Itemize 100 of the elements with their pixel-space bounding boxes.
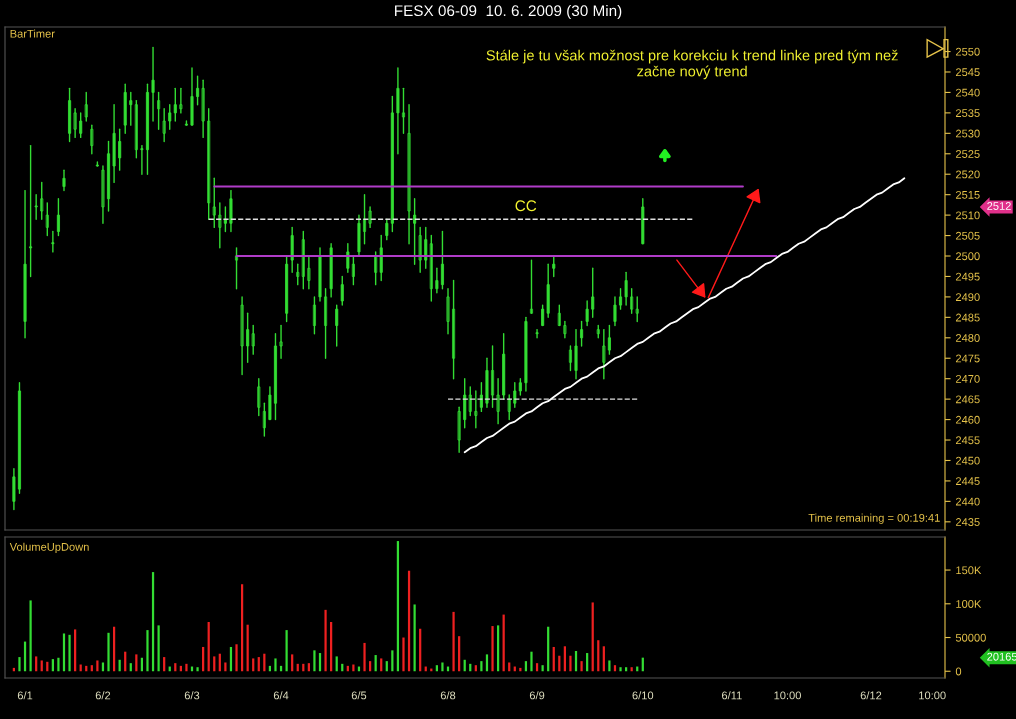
y-tick-label: 2515 bbox=[955, 190, 980, 199]
x-tick-label: 6/5 bbox=[351, 691, 367, 700]
bar bbox=[240, 584, 244, 672]
candlestick bbox=[296, 263, 300, 286]
y-tick-label: 50000 bbox=[955, 633, 986, 642]
bar bbox=[235, 644, 238, 672]
bar bbox=[274, 658, 277, 672]
y-tick-label: 2445 bbox=[955, 477, 980, 486]
bar bbox=[35, 656, 38, 672]
candlestick bbox=[212, 177, 216, 229]
y-tick-label: 2455 bbox=[955, 436, 980, 445]
candlestick bbox=[84, 91, 88, 122]
bar bbox=[458, 636, 461, 672]
bar bbox=[96, 660, 99, 672]
bar bbox=[213, 656, 216, 672]
x-tick-label: 6/1 bbox=[17, 691, 33, 700]
x-tick-label: 6/12 bbox=[860, 691, 882, 700]
candlestick bbox=[184, 120, 188, 126]
candlestick bbox=[379, 234, 383, 282]
x-tick-label: 6/8 bbox=[440, 691, 456, 700]
x-tick-label: 10:00 bbox=[919, 691, 946, 700]
candlestick bbox=[424, 226, 428, 269]
bar bbox=[101, 662, 105, 672]
y-tick-label: 2540 bbox=[955, 88, 980, 97]
bar bbox=[62, 633, 66, 672]
y-tick-label: 2480 bbox=[955, 334, 980, 342]
y-tick-label: 2460 bbox=[955, 415, 980, 424]
annotation: Stále je tu však možnost pre korekciu k trend linke pred tým než začne nový trend bbox=[486, 49, 898, 80]
y-tick-label: 2435 bbox=[955, 518, 980, 526]
y-tick-label: 2505 bbox=[955, 231, 980, 240]
y-tick-label: 2535 bbox=[955, 109, 980, 118]
x-tick-label: 6/10 bbox=[632, 691, 654, 700]
bar bbox=[508, 662, 511, 672]
bar bbox=[57, 657, 60, 672]
bar bbox=[569, 655, 572, 672]
bar bbox=[619, 667, 622, 672]
x-tick-label: 6/4 bbox=[273, 691, 289, 700]
bar bbox=[252, 658, 255, 672]
bar bbox=[157, 625, 160, 672]
y-tick-label: 2510 bbox=[955, 211, 980, 220]
bar bbox=[380, 658, 383, 672]
bar bbox=[29, 600, 32, 672]
bar bbox=[597, 640, 600, 672]
bar bbox=[185, 663, 188, 672]
candlestick bbox=[34, 193, 38, 220]
candlestick bbox=[507, 394, 511, 421]
x-tick-label: 6/3 bbox=[184, 691, 200, 700]
bar bbox=[40, 660, 43, 672]
x-tick-label: 6/9 bbox=[529, 691, 545, 700]
candlestick bbox=[123, 83, 127, 135]
candlestick bbox=[257, 377, 261, 417]
y-tick-label: 2520 bbox=[955, 170, 980, 179]
x-tick-label: 6/11 bbox=[722, 691, 742, 700]
text: 2512 bbox=[987, 202, 1011, 210]
y-tick-label: 2500 bbox=[955, 252, 980, 261]
annotation: Time remaining = 00:19:41 bbox=[808, 513, 940, 524]
bar bbox=[530, 651, 533, 672]
y-tick-label: 2485 bbox=[955, 313, 980, 322]
y-tick-label: 2530 bbox=[955, 129, 980, 138]
bar bbox=[68, 634, 71, 672]
y-tick-label: 2545 bbox=[955, 68, 980, 77]
bar bbox=[441, 662, 444, 672]
bar bbox=[285, 630, 288, 672]
y-tick-label: 2465 bbox=[955, 395, 980, 404]
bar bbox=[591, 602, 594, 672]
y-tick-label: 2440 bbox=[955, 497, 980, 506]
bar bbox=[491, 626, 494, 672]
y-tick-label: 150K bbox=[956, 566, 982, 575]
bar bbox=[18, 657, 21, 672]
y-tick-label: 0 bbox=[955, 667, 962, 676]
candlestick bbox=[552, 255, 556, 278]
bar bbox=[496, 625, 500, 672]
annotation: VolumeUpDown bbox=[9, 542, 89, 553]
chart-title: FESX 06-09 10. 6. 2009 (30 Min) bbox=[395, 4, 622, 20]
bar bbox=[151, 572, 155, 672]
bar bbox=[352, 664, 355, 672]
bar bbox=[335, 656, 338, 672]
candlestick bbox=[385, 218, 389, 241]
x-tick-label: 10:00 bbox=[774, 691, 801, 700]
bar bbox=[402, 637, 405, 672]
y-tick-label: 2495 bbox=[955, 272, 980, 281]
y-tick-label: 2450 bbox=[955, 456, 980, 465]
y-tick-label: 2550 bbox=[955, 47, 980, 56]
bar bbox=[324, 609, 327, 672]
x-tick-label: 6/2 bbox=[95, 691, 111, 700]
candlestick bbox=[251, 324, 255, 355]
y-tick-label: 2490 bbox=[955, 293, 980, 302]
bar bbox=[363, 642, 366, 672]
bar bbox=[313, 650, 316, 672]
bar bbox=[413, 604, 416, 672]
annotation: BarTimer bbox=[10, 29, 55, 38]
candlestick bbox=[129, 91, 133, 126]
bar bbox=[480, 661, 483, 672]
candlestick bbox=[635, 296, 639, 323]
annotation: CC bbox=[515, 200, 537, 212]
bar bbox=[146, 630, 149, 672]
bar bbox=[452, 611, 455, 672]
y-tick-label: 2475 bbox=[955, 354, 980, 363]
bar bbox=[107, 632, 110, 672]
line-series bbox=[463, 177, 906, 454]
